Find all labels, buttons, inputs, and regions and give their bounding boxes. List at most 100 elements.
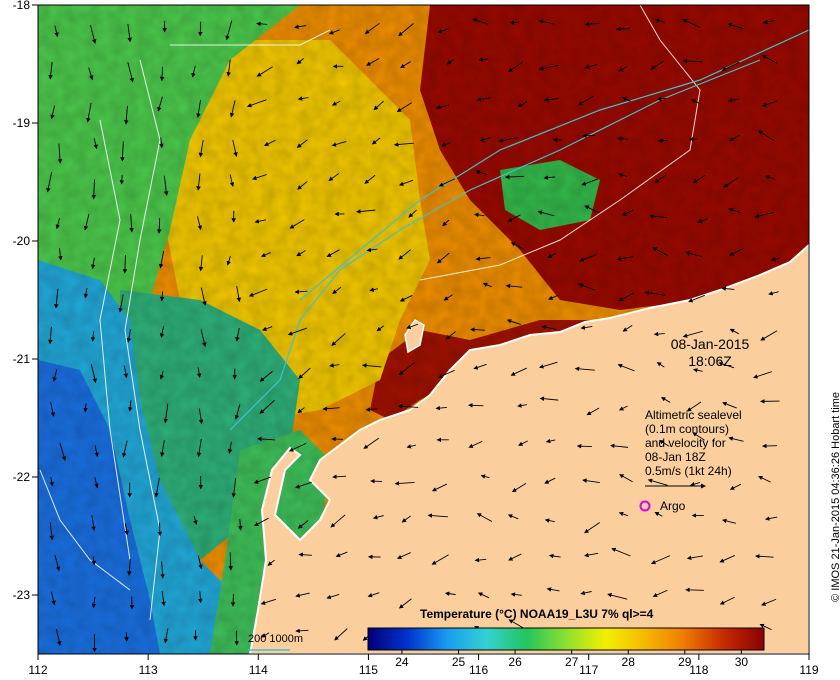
- velocity-arrow: [435, 405, 447, 411]
- velocity-arrow: [658, 439, 670, 447]
- velocity-arrow: [123, 365, 128, 379]
- velocity-arrow: [396, 552, 411, 559]
- velocity-arrow: [396, 102, 413, 112]
- velocity-arrow: [722, 401, 737, 409]
- velocity-arrow: [509, 20, 520, 25]
- velocity-arrow: [335, 551, 348, 558]
- velocity-arrow: [723, 177, 739, 188]
- velocity-arrow: [198, 591, 203, 604]
- velocity-arrow: [729, 328, 739, 335]
- velocity-arrow: [295, 481, 312, 489]
- velocity-arrow: [159, 370, 165, 380]
- velocity-arrow: [764, 175, 775, 180]
- velocity-arrow: [618, 66, 627, 72]
- velocity-arrow: [331, 332, 346, 346]
- velocity-arrow: [295, 592, 310, 598]
- velocity-arrow: [55, 628, 62, 646]
- velocity-arrow: [50, 591, 56, 606]
- velocity-arrow: [120, 141, 125, 162]
- velocity-arrow: [119, 175, 125, 185]
- lon-tick-label: 114: [249, 663, 268, 677]
- velocity-arrow: [198, 408, 204, 425]
- velocity-arrow: [246, 99, 267, 108]
- velocity-arrow: [54, 25, 59, 38]
- velocity-arrow: [470, 327, 485, 332]
- velocity-arrow: [264, 139, 276, 146]
- velocity-arrow: [729, 134, 741, 141]
- lat-tick-label: -19: [13, 116, 31, 130]
- velocity-arrow: [160, 440, 165, 457]
- velocity-arrow: [719, 555, 736, 563]
- velocity-arrow: [654, 174, 667, 183]
- contour-legend-label: 200 1000m: [248, 633, 304, 645]
- lat-tick-label: -20: [13, 234, 31, 248]
- velocity-arrow: [474, 557, 487, 563]
- velocity-arrow: [256, 66, 273, 77]
- velocity-arrow: [584, 205, 600, 214]
- velocity-arrow: [755, 554, 774, 559]
- credit-text: © IMOS 21-Jan-2015 04:36:26 Hobart time: [830, 392, 840, 602]
- velocity-arrow: [159, 325, 165, 338]
- velocity-legend-line: 08-Jan 18Z: [645, 450, 706, 464]
- velocity-arrow: [729, 483, 742, 490]
- velocity-arrow: [437, 369, 455, 378]
- velocity-arrow: [369, 287, 379, 292]
- velocity-arrow: [226, 59, 231, 77]
- velocity-arrow: [690, 481, 701, 487]
- velocity-arrow: [753, 371, 773, 379]
- velocity-arrow: [584, 552, 599, 558]
- velocity-arrow: [607, 592, 628, 600]
- colorbar: [367, 627, 765, 651]
- colorbar-ticks: 24 25 26 27 28 29 30: [395, 650, 748, 669]
- velocity-arrow: [397, 404, 419, 409]
- velocity-arrow: [477, 592, 490, 599]
- velocity-arrow: [229, 100, 236, 118]
- velocity-arrow: [648, 213, 668, 219]
- velocity-arrow: [761, 598, 777, 606]
- velocity-arrow: [504, 174, 525, 180]
- velocity-arrow: [654, 18, 665, 23]
- velocity-arrow: [692, 368, 703, 373]
- velocity-legend: Altimetric sealevel (0.1m contours) and …: [645, 408, 742, 478]
- velocity-arrow: [506, 319, 521, 325]
- velocity-arrow: [296, 139, 308, 148]
- velocity-arrow: [129, 214, 134, 233]
- velocity-arrow: [692, 174, 706, 184]
- velocity-arrow: [408, 209, 417, 218]
- velocity-arrow: [326, 593, 340, 600]
- velocity-arrow: [248, 288, 268, 297]
- velocity-arrow: [507, 514, 519, 520]
- velocity-arrow: [431, 483, 448, 492]
- lat-tick-label: -21: [13, 352, 31, 366]
- velocity-arrow: [617, 363, 635, 372]
- velocity-arrow: [294, 289, 308, 295]
- velocity-arrow: [297, 96, 309, 101]
- velocity-arrow: [682, 18, 701, 29]
- velocity-arrow: [546, 587, 560, 592]
- velocity-arrow: [727, 22, 744, 30]
- velocity-arrow: [157, 96, 163, 112]
- velocity-arrow: [616, 256, 634, 262]
- velocity-arrow: [225, 20, 233, 41]
- velocity-arrow: [758, 475, 771, 483]
- velocity-arrow: [334, 628, 348, 641]
- velocity-arrow: [511, 482, 527, 493]
- velocity-legend-line: (0.1m contours): [645, 422, 730, 436]
- velocity-arrow: [692, 432, 705, 441]
- velocity-arrow: [436, 252, 450, 264]
- velocity-arrow: [618, 511, 628, 517]
- velocity-arrow: [518, 440, 528, 446]
- velocity-arrow: [160, 561, 165, 579]
- velocity-arrow: [366, 247, 378, 253]
- velocity-arrow: [580, 590, 592, 596]
- velocity-arrow: [59, 442, 67, 461]
- velocity-arrow: [158, 250, 165, 269]
- velocity-arrow: [260, 598, 277, 605]
- velocity-arrow: [765, 516, 778, 521]
- velocity-arrow: [259, 399, 275, 414]
- velocity-arrow: [517, 403, 527, 408]
- lon-tick-label: 117: [579, 663, 598, 677]
- velocity-arrow: [618, 292, 635, 302]
- velocity-legend-line: 0.5m/s (1kt 24h): [645, 464, 732, 478]
